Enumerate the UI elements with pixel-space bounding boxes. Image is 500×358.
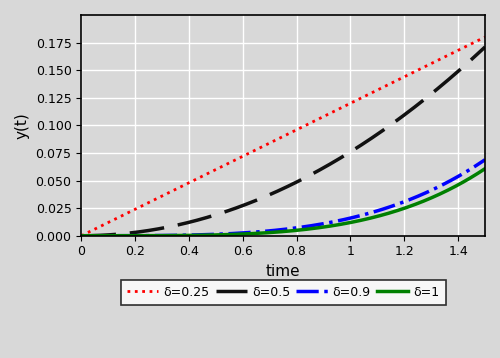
δ=1 <box>482 166 488 171</box>
X-axis label: time: time <box>266 264 300 279</box>
δ=0.25 <box>343 103 349 108</box>
δ=0.9 <box>412 195 418 199</box>
Line: δ=1: δ=1 <box>82 169 485 236</box>
δ=0.5 <box>225 209 231 213</box>
δ=0.25 <box>482 35 488 39</box>
δ=0.9 <box>195 233 201 237</box>
δ=0.9 <box>178 233 184 237</box>
δ=0.5 <box>178 222 184 226</box>
δ=1 <box>225 232 231 237</box>
δ=1 <box>178 233 184 238</box>
δ=0.25 <box>225 161 231 166</box>
δ=0.5 <box>412 104 418 108</box>
δ=0.5 <box>78 234 84 238</box>
δ=0.25 <box>412 69 418 73</box>
Y-axis label: y(t): y(t) <box>15 112 30 139</box>
δ=0.25 <box>178 184 184 189</box>
δ=0.9 <box>225 232 231 236</box>
δ=0.5 <box>195 218 201 222</box>
δ=0.9 <box>482 158 488 162</box>
δ=0.5 <box>482 45 488 49</box>
δ=1 <box>343 221 349 226</box>
δ=0.25 <box>338 106 344 110</box>
δ=0.25 <box>195 176 201 180</box>
δ=1 <box>338 222 344 226</box>
δ=1 <box>78 234 84 238</box>
δ=0.9 <box>78 234 84 238</box>
δ=0.5 <box>343 153 349 157</box>
δ=0.9 <box>343 217 349 221</box>
δ=0.5 <box>338 155 344 160</box>
Legend: δ=0.25, δ=0.5, δ=0.9, δ=1: δ=0.25, δ=0.5, δ=0.9, δ=1 <box>120 280 446 305</box>
δ=0.25 <box>78 234 84 238</box>
Line: δ=0.25: δ=0.25 <box>82 37 485 236</box>
δ=1 <box>195 233 201 237</box>
Line: δ=0.5: δ=0.5 <box>82 47 485 236</box>
Line: δ=0.9: δ=0.9 <box>82 160 485 236</box>
δ=0.9 <box>338 218 344 222</box>
δ=1 <box>412 202 418 207</box>
